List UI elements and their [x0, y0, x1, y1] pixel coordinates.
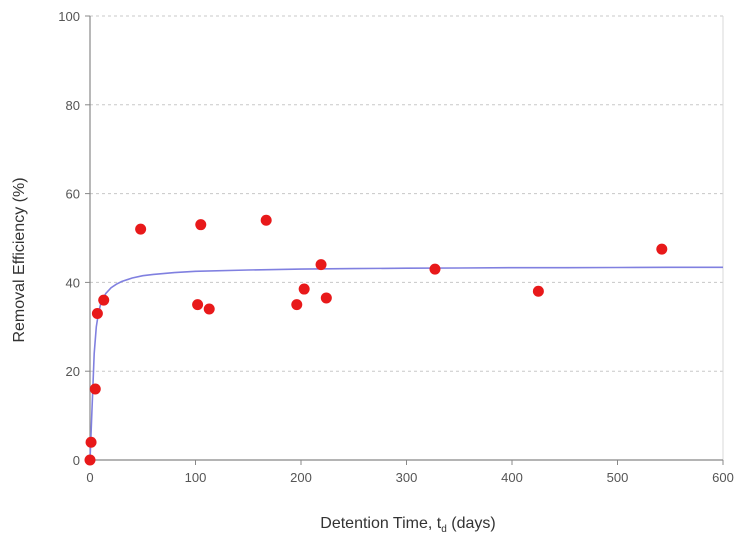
- data-point: [315, 259, 327, 271]
- data-point: [89, 383, 101, 395]
- data-point: [291, 299, 303, 311]
- fit-curve: [89, 266, 723, 461]
- y-tick-label-0: 0: [73, 453, 80, 468]
- y-tick-label-40: 40: [66, 275, 80, 290]
- data-point: [656, 243, 668, 255]
- x-tick-label-500: 500: [607, 470, 629, 485]
- data-point: [195, 219, 207, 231]
- y-tick-label-80: 80: [66, 98, 80, 113]
- data-point: [91, 307, 103, 319]
- x-axis-title: Detention Time, td (days): [320, 515, 495, 535]
- gridlines: [90, 15, 724, 460]
- data-point: [85, 436, 97, 448]
- x-tick-label-600: 600: [712, 470, 734, 485]
- x-tick-label-0: 0: [86, 470, 93, 485]
- fit-curve-line: [89, 266, 723, 461]
- data-point: [203, 303, 215, 315]
- x-tick-labels: 0 100 200 300 400 500 600: [86, 470, 733, 485]
- data-point: [84, 454, 96, 466]
- x-tick-label-400: 400: [501, 470, 523, 485]
- y-tick-label-20: 20: [66, 364, 80, 379]
- y-tick-labels: 0 20 40 60 80 100: [58, 9, 80, 468]
- data-point: [98, 294, 110, 306]
- data-point: [135, 223, 147, 235]
- y-axis-title: Removal Efficiency (%): [11, 177, 28, 342]
- data-points: [84, 214, 668, 466]
- data-point: [260, 214, 272, 226]
- data-point: [532, 285, 544, 297]
- data-point: [298, 283, 310, 295]
- x-tick-label-200: 200: [290, 470, 312, 485]
- axes: [85, 15, 724, 465]
- data-point: [320, 292, 332, 304]
- y-tick-label-100: 100: [58, 9, 80, 24]
- x-tick-label-100: 100: [185, 470, 207, 485]
- data-point: [429, 263, 441, 275]
- data-point: [192, 299, 204, 311]
- x-tick-label-300: 300: [396, 470, 418, 485]
- y-tick-label-60: 60: [66, 187, 80, 202]
